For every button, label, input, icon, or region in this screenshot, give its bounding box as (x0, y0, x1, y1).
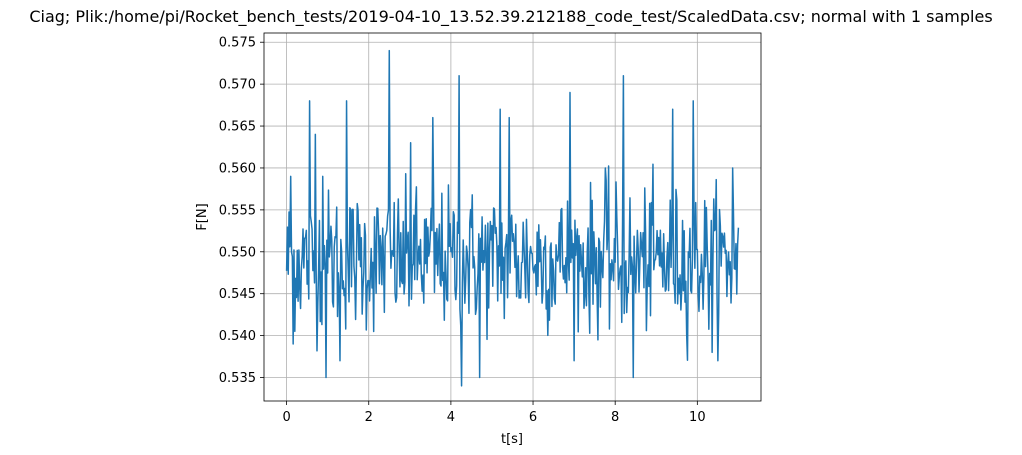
x-tick-label: 2 (365, 410, 373, 425)
y-tick-label: 0.575 (219, 36, 256, 51)
y-tick-label: 0.565 (219, 120, 256, 135)
y-tick-label: 0.545 (219, 287, 256, 302)
y-tick-label: 0.550 (219, 245, 256, 260)
chart-title: Ciag; Plik:/home/pi/Rocket_bench_tests/2… (29, 7, 992, 27)
x-tick-label: 6 (529, 410, 537, 425)
x-tick-label: 8 (611, 410, 619, 425)
y-tick-label: 0.535 (219, 371, 256, 386)
axes-frame (263, 32, 762, 402)
y-tick-label: 0.570 (219, 78, 256, 93)
x-tick-label: 0 (282, 410, 290, 425)
x-axis-label: t[s] (501, 432, 523, 447)
series-line-f (285, 49, 740, 387)
series-group (285, 49, 740, 387)
y-axis-label: F[N] (195, 203, 210, 230)
y-tick-label: 0.540 (219, 329, 256, 344)
y-axis: 0.535 0.540 0.545 0.550 0.555 0.560 0.565 0.570… (219, 36, 264, 386)
x-axis: 0 2 4 6 8 10 (282, 401, 706, 425)
x-tick-label: 10 (689, 410, 706, 425)
y-tick-label: 0.560 (219, 161, 256, 176)
x-tick-label: 4 (447, 410, 455, 425)
y-tick-label: 0.555 (219, 203, 256, 218)
